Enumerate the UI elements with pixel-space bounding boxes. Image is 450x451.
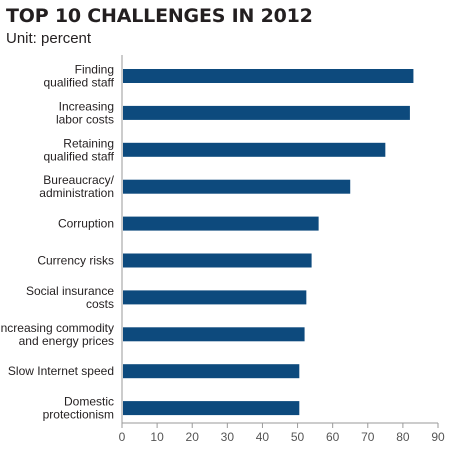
chart-subtitle: Unit: percent [6,30,92,47]
category-label: Increasing commodity [0,321,114,335]
category-label: Currency risks [37,254,114,268]
category-label: qualified staff [44,149,115,163]
bar [123,364,300,379]
x-tick-label: 60 [326,430,340,444]
bar [123,401,300,416]
bar [123,142,386,157]
bar [123,290,307,305]
category-label: costs [86,297,114,311]
x-tick-label: 0 [119,430,126,444]
category-label: Bureaucracy/ [43,173,114,187]
category-label: Slow Internet speed [8,364,114,378]
category-label: Retaining [63,136,114,150]
bar [123,179,351,194]
chart-title: TOP 10 CHALLENGES IN 2012 [6,5,313,27]
x-tick-label: 20 [186,430,200,444]
x-tick-label: 40 [256,430,270,444]
x-tick-label: 80 [396,430,410,444]
x-tick-label: 50 [291,430,305,444]
category-label: Corruption [58,217,114,231]
category-label: Finding [75,63,114,77]
category-label: Increasing [59,99,114,113]
category-label: Domestic [64,395,114,409]
category-label: Social insurance [26,284,114,298]
category-label: and energy prices [19,334,114,348]
x-tick-label: 10 [150,430,164,444]
bar [123,253,312,268]
x-tick-label: 90 [431,430,445,444]
category-label: protectionism [43,408,114,422]
bar [123,69,414,83]
category-label: administration [39,186,114,200]
category-label: qualified staff [44,76,115,90]
bar [123,105,410,120]
bar [123,327,305,342]
x-tick-label: 30 [221,430,235,444]
x-tick-label: 70 [361,430,375,444]
category-label: labor costs [56,112,114,126]
bar [123,216,319,231]
